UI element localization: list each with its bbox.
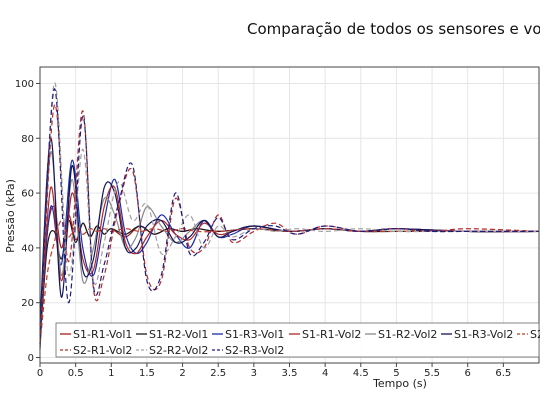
legend-box (55, 322, 540, 358)
series-line-s2-r1-vol2 (39, 104, 540, 350)
legend-item-label: S1-R2-Vol1 (149, 328, 208, 341)
legend-item-label: S2-R1-Vol1 (530, 328, 540, 341)
legend-item-label: S1-R1-Vol1 (73, 328, 132, 341)
legend-item-label: S1-R3-Vol2 (454, 328, 513, 341)
x-tick-label: 2 (179, 368, 185, 379)
legend: S1-R1-Vol1 S1-R2-Vol1 S1-R3-Vol1 S1-R1-Vol2… (55, 322, 540, 358)
x-tick-label: 2.5 (210, 368, 226, 379)
y-axis-label: Pressão (kPa) (4, 179, 17, 253)
x-tick-label: 4.5 (353, 368, 369, 379)
x-tick-label: 5 (393, 368, 399, 379)
x-axis-label: Tempo (s) (372, 377, 427, 390)
legend-item-label: S2-R3-Vol2 (225, 344, 284, 357)
x-tick-label: 5.5 (424, 368, 440, 379)
x-tick-label: 1.5 (139, 368, 155, 379)
legend-item-label: S2-R2-Vol2 (149, 344, 208, 357)
legend-item-label: S1-R1-Vol2 (302, 328, 361, 341)
y-tick-label: 20 (21, 298, 34, 309)
series-line-s2-r1-vol1 (39, 219, 539, 344)
x-axis-ticks: 0 0.5 1 1.5 2 2.5 3 3.5 4 4.5 5 5.5 6 6.5 (37, 363, 511, 379)
chart-title: Comparação de todos os sensores e volume… (247, 20, 540, 38)
x-tick-label: 4 (322, 368, 328, 379)
x-tick-label: 6 (465, 368, 471, 379)
y-tick-label: 100 (15, 79, 34, 90)
y-tick-label: 80 (21, 134, 34, 145)
legend-item-label: S1-R2-Vol2 (378, 328, 437, 341)
legend-item-label: S1-R3-Vol1 (225, 328, 284, 341)
x-tick-label: 3 (251, 368, 257, 379)
series-line-s2-r3-vol2 (39, 88, 539, 347)
x-tick-label: 1 (108, 368, 114, 379)
legend-item-label: S2-R1-Vol2 (73, 344, 132, 357)
x-tick-label: 3.5 (282, 368, 298, 379)
y-axis-ticks: 0 20 40 60 80 100 (15, 79, 40, 364)
y-tick-label: 40 (21, 243, 34, 254)
plot-area (39, 82, 540, 350)
grid-lines (39, 67, 539, 363)
plot-frame (39, 66, 540, 364)
y-tick-label: 60 (21, 189, 34, 200)
x-tick-label: 0 (37, 368, 43, 379)
x-tick-label: 0.5 (68, 368, 84, 379)
x-tick-label: 6.5 (495, 368, 511, 379)
y-tick-label: 0 (28, 353, 34, 364)
